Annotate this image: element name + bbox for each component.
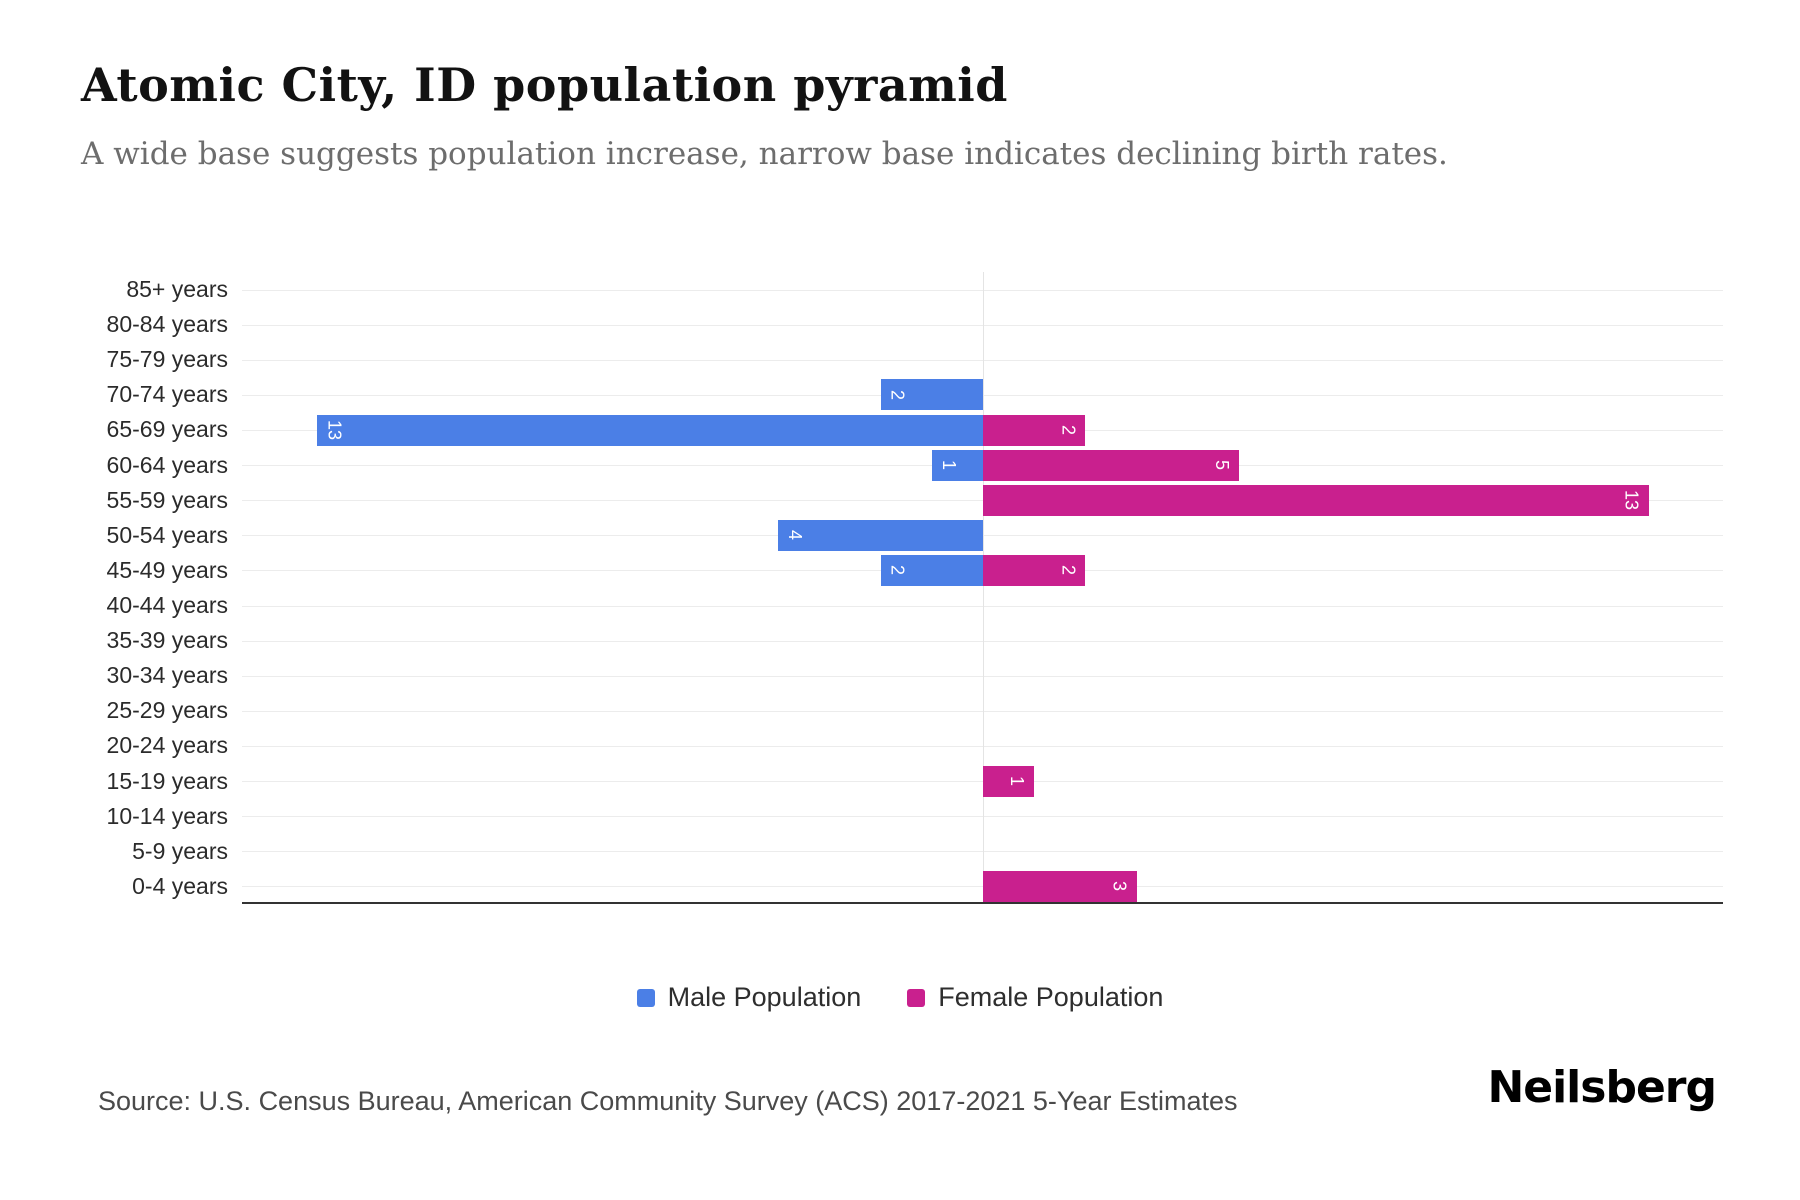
age-axis-label: 65-69 years <box>106 416 228 443</box>
age-axis-label: 50-54 years <box>106 521 228 548</box>
bar-value-label: 4 <box>785 530 806 541</box>
gridline <box>242 500 1723 502</box>
female-bar: 1 <box>983 765 1035 797</box>
female-bar: 5 <box>983 449 1239 481</box>
bar-value-label: 2 <box>1058 565 1079 576</box>
age-axis-label: 5-9 years <box>132 837 228 864</box>
female-legend-swatch <box>907 988 926 1007</box>
gridline <box>242 675 1723 677</box>
gridline <box>242 710 1723 712</box>
age-axis-label: 40-44 years <box>106 592 228 618</box>
age-axis-label: 20-24 years <box>106 732 228 759</box>
source-attribution: Source: U.S. Census Bureau, American Com… <box>98 1086 1238 1116</box>
gridline <box>242 851 1723 853</box>
female-bar: 3 <box>983 870 1137 902</box>
female-bar: 13 <box>983 484 1649 516</box>
gridline <box>242 816 1723 818</box>
neilsberg-logo: Neilsberg <box>1487 1062 1717 1113</box>
female-bar: 2 <box>983 414 1086 446</box>
age-axis-label: 25-29 years <box>106 697 228 724</box>
x-axis-line <box>242 902 1723 904</box>
gridline <box>242 289 1723 291</box>
legend-item-male[interactable]: Male Population <box>636 982 862 1013</box>
age-axis-label: 15-19 years <box>106 767 228 794</box>
female-legend-label: Female Population <box>938 982 1164 1012</box>
bar-value-label: 13 <box>324 419 345 441</box>
age-axis-label: 55-59 years <box>106 486 228 513</box>
center-axis-line <box>983 272 984 903</box>
gridline <box>242 359 1723 361</box>
plot-area: 85+ years 80-84 years 75-79 years 70-74 yea… <box>0 272 1800 904</box>
age-axis-label: 45-49 years <box>106 556 228 583</box>
age-axis-label: 70-74 years <box>106 381 228 408</box>
gridline <box>242 324 1723 326</box>
bar-value-label: 2 <box>1058 424 1079 436</box>
male-bar: 2 <box>880 554 983 586</box>
bar-value-label: 1 <box>938 460 959 471</box>
bar-value-label: 2 <box>887 389 908 400</box>
gridline <box>242 640 1723 642</box>
male-bar: 13 <box>317 414 983 446</box>
bar-value-label: 1 <box>1007 776 1028 787</box>
bar-value-label: 3 <box>1109 881 1130 892</box>
age-axis-label: 85+ years <box>126 276 228 302</box>
age-axis-label: 35-39 years <box>106 627 228 654</box>
age-axis-label: 60-64 years <box>106 451 228 478</box>
age-axis-label: 75-79 years <box>106 346 228 373</box>
bar-value-label: 2 <box>887 565 908 576</box>
bar-value-label: 13 <box>1621 490 1642 511</box>
male-bar: 2 <box>880 379 983 411</box>
page-title: Atomic City, ID population pyramid <box>81 58 1008 112</box>
legend-item-female[interactable]: Female Population <box>907 982 1163 1013</box>
male-legend-label: Male Population <box>667 982 862 1012</box>
age-axis-label: 80-84 years <box>106 311 228 338</box>
age-axis-label: 10-14 years <box>106 802 228 829</box>
age-axis-label: 0-4 years <box>132 872 228 899</box>
gridline <box>242 886 1723 888</box>
male-bar: 1 <box>931 449 983 481</box>
gridline <box>242 605 1723 607</box>
male-legend-swatch <box>636 988 655 1007</box>
bar-value-label: 5 <box>1212 460 1232 471</box>
gridline <box>242 781 1723 783</box>
page-subtitle: A wide base suggests population increase… <box>81 136 1448 172</box>
female-bar: 2 <box>983 554 1086 586</box>
gridline <box>242 746 1723 747</box>
legend: Male Population Female Population <box>0 982 1800 1013</box>
age-axis-label: 30-34 years <box>106 662 228 689</box>
male-bar: 4 <box>778 519 983 551</box>
